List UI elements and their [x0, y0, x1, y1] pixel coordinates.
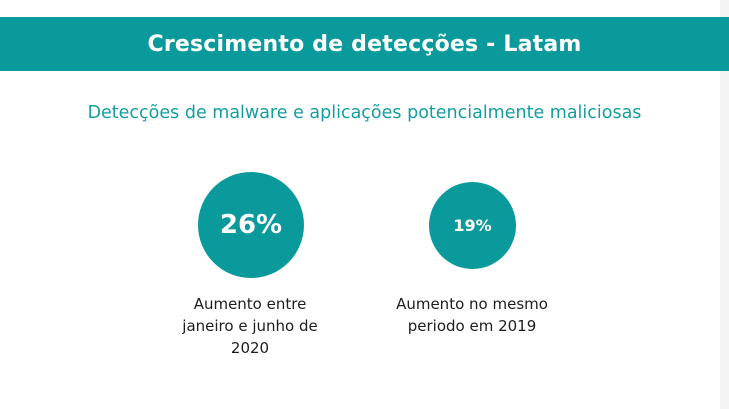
stat-value-2020: 26%	[219, 210, 283, 240]
stat-circle-2020: 26%	[198, 172, 304, 278]
page-title: Crescimento de detecções - Latam	[147, 31, 582, 57]
stat-value-2019: 19%	[453, 216, 492, 235]
caption-line: Aumento entre	[193, 295, 307, 313]
caption-line: Aumento no mesmo	[396, 295, 548, 313]
caption-line: 2020	[230, 339, 270, 357]
stat-caption-2019: Aumento no mesmo periodo em 2019	[372, 293, 572, 337]
caption-line: janeiro e junho de	[182, 317, 318, 335]
subtitle: Detecções de malware e aplicações potenc…	[87, 103, 642, 123]
caption-line: periodo em 2019	[407, 317, 537, 335]
stat-circle-2019: 19%	[429, 182, 516, 269]
title-banner: Crescimento de detecções - Latam	[0, 17, 729, 71]
stat-caption-2020: Aumento entre janeiro e junho de 2020	[160, 293, 340, 359]
